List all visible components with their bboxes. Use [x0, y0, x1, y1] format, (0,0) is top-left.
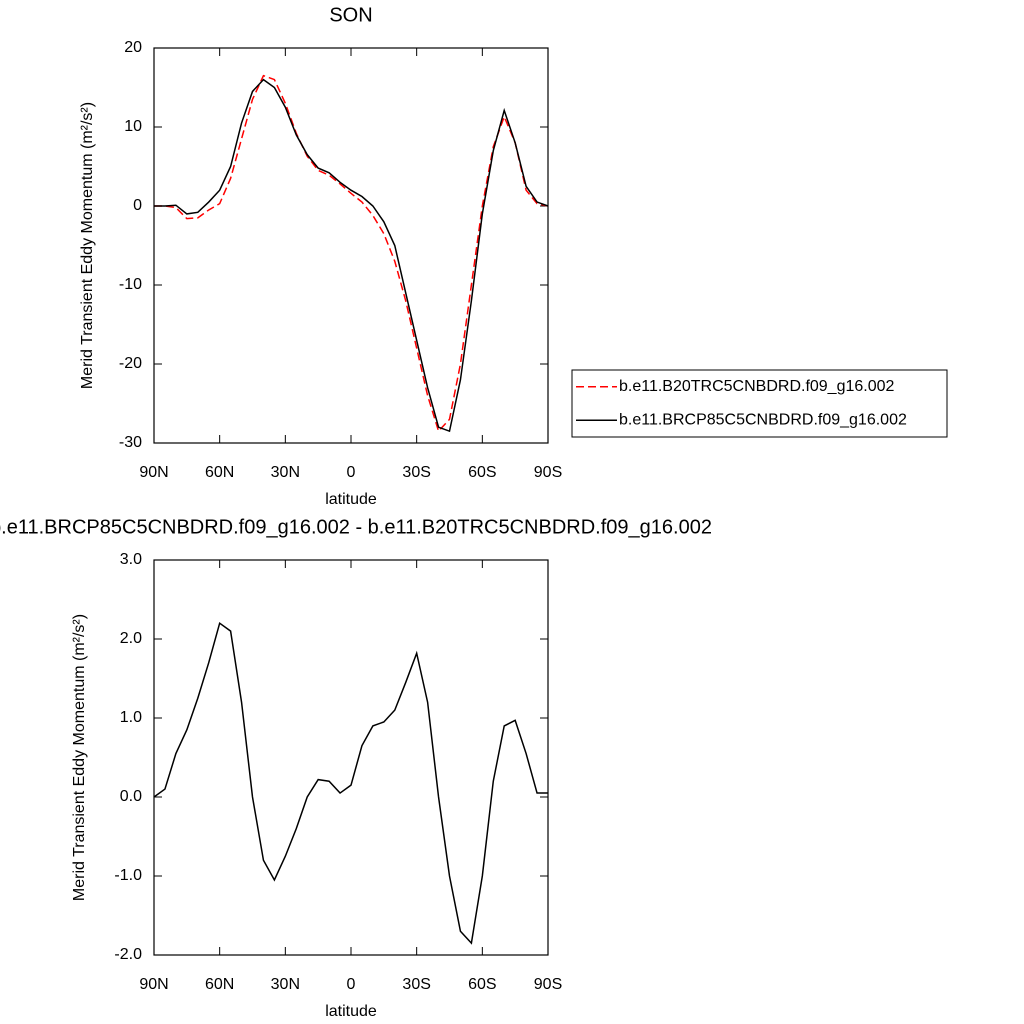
y-tick-label: 1.0	[120, 709, 142, 726]
legend-label: b.e11.BRCP85C5CNBDRD.f09_g16.002	[619, 411, 907, 428]
x-tick-label: 30N	[271, 464, 300, 481]
x-tick-label: 90S	[534, 976, 562, 993]
x-tick-label: 90N	[139, 976, 168, 993]
y-axis-label: Merid Transient Eddy Momentum (m²/s²)	[71, 614, 88, 901]
x-tick-label: 90S	[534, 464, 562, 481]
x-tick-label: 30N	[271, 976, 300, 993]
x-tick-label: 90N	[139, 464, 168, 481]
x-tick-label: 0	[347, 976, 356, 993]
chart-title: SON	[329, 4, 372, 26]
x-tick-label: 60N	[205, 976, 234, 993]
y-tick-label: 20	[124, 39, 142, 56]
y-tick-label: -20	[119, 355, 142, 372]
x-tick-label: 30S	[402, 976, 430, 993]
y-tick-label: 0.0	[120, 788, 142, 805]
y-tick-label: -2.0	[114, 946, 142, 963]
y-tick-label: 10	[124, 118, 142, 135]
data-line	[154, 78, 549, 433]
plot-frame	[153, 559, 549, 956]
y-tick-label: 2.0	[120, 630, 142, 647]
legend-box	[571, 369, 948, 438]
x-tick-label: 60S	[468, 464, 496, 481]
y-tick-label: -1.0	[114, 867, 142, 884]
y-axis-label: Merid Transient Eddy Momentum (m²/s²)	[79, 102, 96, 389]
legend-label: b.e11.B20TRC5CNBDRD.f09_g16.002	[619, 378, 895, 395]
x-tick-label: 0	[347, 464, 356, 481]
y-tick-label: -30	[119, 434, 142, 451]
x-axis-label: latitude	[325, 1003, 377, 1020]
x-tick-label: 30S	[402, 464, 430, 481]
plot-frame	[153, 47, 549, 444]
chart-title: b.e11.BRCP85C5CNBDRD.f09_g16.002 - b.e11…	[0, 516, 712, 538]
x-tick-label: 60S	[468, 976, 496, 993]
y-tick-label: 3.0	[120, 551, 142, 568]
y-tick-label: 0	[133, 197, 142, 214]
data-line	[153, 621, 548, 945]
data-line	[154, 74, 549, 433]
y-tick-label: -10	[119, 276, 142, 293]
x-tick-label: 60N	[205, 464, 234, 481]
x-axis-label: latitude	[325, 491, 377, 508]
